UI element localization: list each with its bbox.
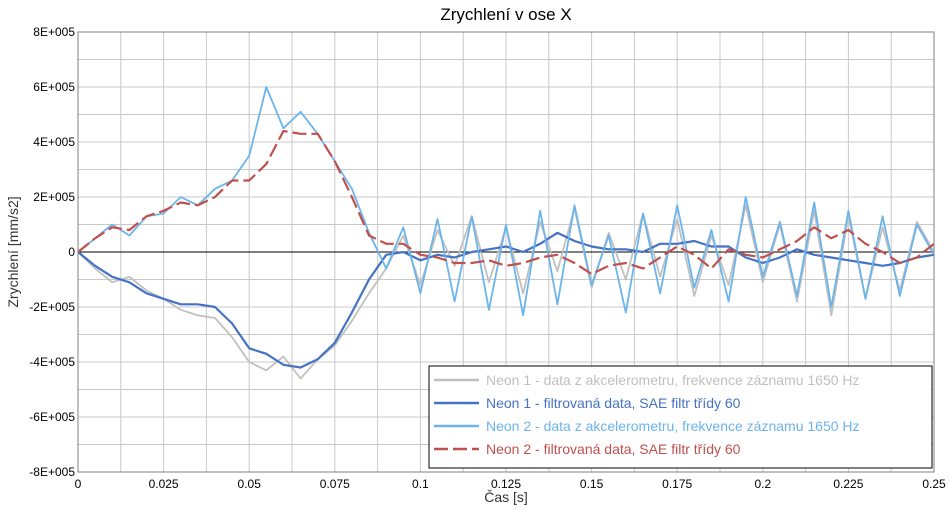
y-tick-label: 6E+005	[33, 80, 75, 94]
y-tick-label: -4E+005	[29, 355, 75, 369]
x-tick-label: 0.2	[754, 477, 771, 491]
x-tick-label: 0.25	[922, 477, 946, 491]
x-tick-label: 0.15	[580, 477, 604, 491]
x-tick-label: 0.1	[412, 477, 429, 491]
legend-label-2: Neon 1 - filtrovaná data, SAE filtr tříd…	[486, 395, 741, 411]
legend-label-3: Neon 2 - data z akcelerometru, frekvence…	[486, 418, 860, 434]
y-tick-label: -2E+005	[29, 300, 75, 314]
y-tick-label: 8E+005	[33, 25, 75, 39]
legend-label-1: Neon 1 - data z akcelerometru, frekvence…	[486, 372, 860, 388]
y-tick-label: -8E+005	[29, 465, 75, 479]
x-tick-label: 0.175	[662, 477, 692, 491]
y-tick-label: 0	[68, 245, 75, 259]
chart-title: Zrychlení v ose X	[440, 5, 571, 24]
x-tick-label: 0.05	[238, 477, 262, 491]
series-line-2	[77, 231, 935, 369]
series-line-4	[77, 129, 935, 276]
x-tick-label: 0.075	[320, 477, 350, 491]
y-tick-label: -6E+005	[29, 410, 75, 424]
y-axis-label: Zrychlení [mm/s2]	[5, 196, 21, 307]
plot-frame	[77, 31, 935, 473]
y-tick-label: 2E+005	[33, 190, 75, 204]
x-tick-label: 0.125	[491, 477, 521, 491]
legend: Neon 1 - data z akcelerometru, frekvence…	[428, 365, 933, 469]
x-tick-label: 0	[75, 477, 82, 491]
x-axis-label: Čas [s]	[484, 489, 528, 505]
x-tick-label: 0.025	[149, 477, 179, 491]
x-axis-ticks: 0 0.025 0.05 0.075 0.1 0.125 0.15 0.175 0.2 0.225…	[75, 477, 946, 491]
legend-label-4: Neon 2 - filtrovaná data, SAE filtr tříd…	[486, 441, 741, 457]
legend-items: Neon 1 - data z akcelerometru, frekvence…	[434, 372, 860, 457]
series-layer	[77, 86, 935, 380]
series-line-3	[77, 86, 935, 317]
legend-box	[428, 365, 933, 469]
y-tick-label: 4E+005	[33, 135, 75, 149]
y-axis-ticks: -8E+005 -6E+005 -4E+005 -2E+005 0 2E+005 4E+00…	[29, 25, 75, 479]
x-tick-label: 0.225	[833, 477, 863, 491]
